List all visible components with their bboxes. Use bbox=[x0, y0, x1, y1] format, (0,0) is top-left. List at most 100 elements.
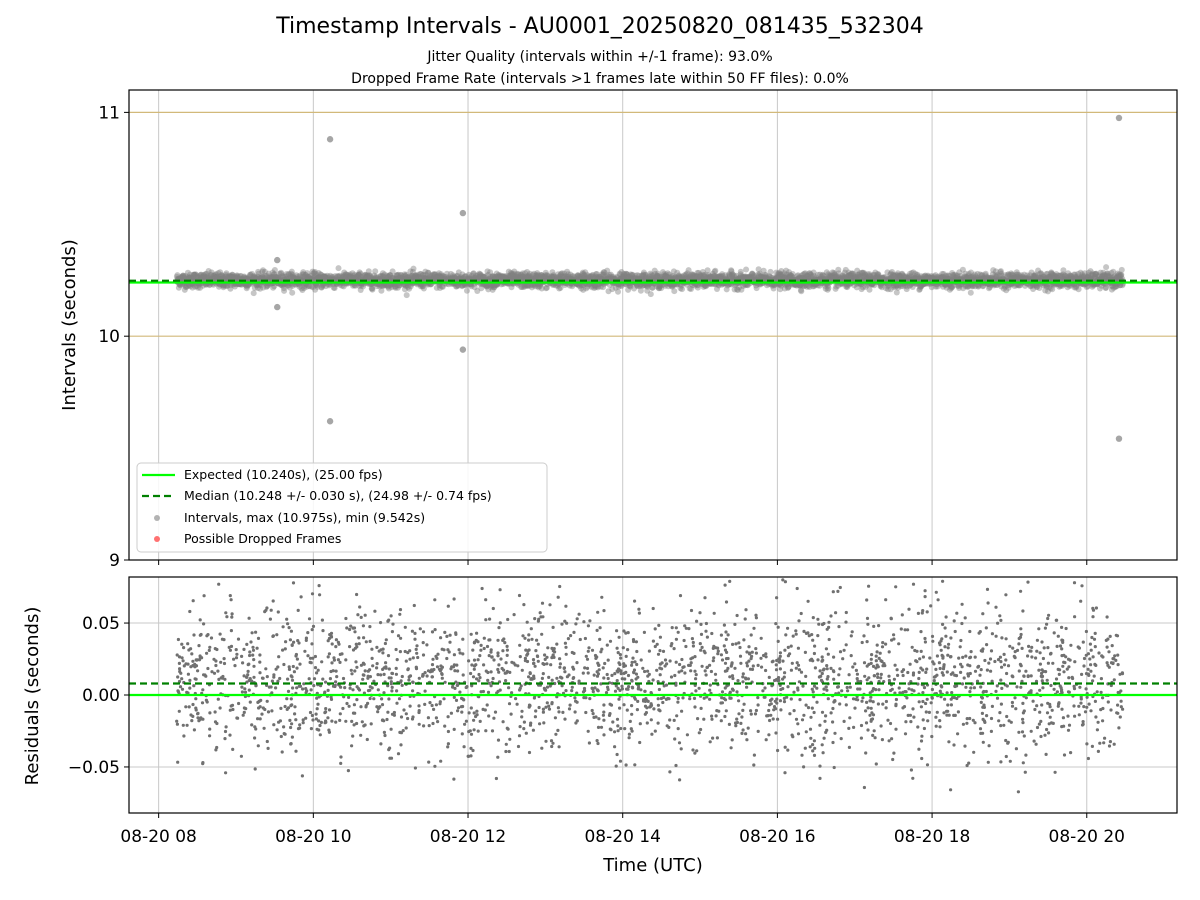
interval-point bbox=[679, 286, 685, 293]
residual-point bbox=[656, 721, 660, 725]
interval-point bbox=[281, 273, 288, 280]
residual-point bbox=[1078, 685, 1082, 689]
interval-point bbox=[1103, 264, 1110, 271]
interval-outlier-point bbox=[459, 346, 467, 353]
interval-point bbox=[181, 274, 188, 281]
residual-point bbox=[1038, 662, 1042, 666]
residual-point bbox=[611, 720, 615, 724]
residual-point bbox=[427, 760, 431, 764]
residual-point bbox=[289, 704, 293, 708]
residual-point bbox=[315, 707, 319, 711]
residual-point bbox=[950, 691, 954, 695]
interval-point bbox=[283, 271, 290, 278]
residual-point bbox=[564, 645, 568, 649]
interval-point bbox=[244, 282, 251, 289]
residual-point bbox=[869, 706, 873, 710]
residual-point bbox=[1020, 730, 1025, 734]
interval-point bbox=[211, 276, 218, 283]
residual-point bbox=[863, 674, 867, 678]
residual-point bbox=[491, 676, 495, 681]
interval-point bbox=[273, 274, 280, 281]
residual-point bbox=[949, 788, 953, 792]
residual-point bbox=[525, 620, 529, 624]
interval-point bbox=[269, 274, 276, 281]
residual-point bbox=[314, 712, 318, 716]
residual-point bbox=[469, 746, 473, 751]
residual-point bbox=[608, 639, 613, 643]
interval-point bbox=[222, 282, 229, 289]
residual-point bbox=[243, 690, 248, 694]
residual-point bbox=[268, 617, 272, 621]
residual-point bbox=[711, 736, 715, 740]
residual-point bbox=[279, 706, 283, 711]
residual-point bbox=[792, 709, 796, 713]
residual-point bbox=[595, 628, 599, 633]
residual-point bbox=[318, 593, 322, 597]
interval-point bbox=[179, 274, 185, 281]
residual-point bbox=[838, 702, 842, 706]
residual-point bbox=[618, 759, 623, 763]
residual-point bbox=[338, 712, 342, 716]
residual-point bbox=[286, 622, 290, 626]
interval-point bbox=[200, 274, 207, 281]
residual-point bbox=[964, 685, 968, 689]
residual-point bbox=[724, 709, 728, 713]
residual-point bbox=[713, 672, 718, 676]
interval-point bbox=[214, 273, 221, 280]
residual-point bbox=[527, 750, 532, 755]
residual-point bbox=[661, 649, 666, 654]
residual-point bbox=[310, 628, 314, 632]
residual-point bbox=[592, 673, 596, 677]
residual-point bbox=[584, 654, 588, 658]
interval-point bbox=[173, 273, 180, 280]
residual-point bbox=[658, 635, 663, 639]
residual-point bbox=[402, 708, 406, 712]
residual-point bbox=[201, 688, 205, 692]
interval-point bbox=[207, 272, 214, 279]
residual-point bbox=[326, 655, 330, 659]
interval-point bbox=[967, 289, 974, 296]
residual-point bbox=[923, 589, 927, 593]
interval-point bbox=[240, 274, 247, 281]
residual-point bbox=[698, 642, 702, 646]
residual-point bbox=[1045, 727, 1049, 732]
residual-point bbox=[1038, 710, 1042, 714]
residual-point bbox=[756, 663, 760, 668]
legend-label-expected: Expected (10.240s), (25.00 fps) bbox=[184, 467, 383, 482]
residual-point bbox=[699, 648, 703, 652]
interval-point bbox=[204, 273, 211, 280]
interval-point bbox=[263, 272, 270, 279]
residual-point bbox=[264, 667, 268, 671]
residual-point bbox=[242, 647, 246, 652]
residual-point bbox=[460, 710, 464, 714]
residual-point bbox=[1010, 700, 1015, 705]
intervals-y-axis-label: Intervals (seconds) bbox=[59, 239, 80, 411]
residual-point bbox=[869, 657, 873, 661]
residual-point bbox=[191, 659, 195, 663]
interval-point bbox=[183, 284, 190, 291]
interval-point bbox=[251, 273, 258, 280]
residual-point bbox=[313, 666, 318, 670]
residual-point bbox=[1047, 613, 1051, 617]
interval-point bbox=[227, 285, 234, 292]
residual-point bbox=[1052, 631, 1056, 635]
interval-point bbox=[289, 289, 296, 296]
residual-point bbox=[372, 697, 376, 701]
residual-point bbox=[994, 634, 998, 638]
residual-point bbox=[741, 680, 745, 684]
interval-point bbox=[279, 273, 286, 279]
residual-point bbox=[556, 595, 560, 599]
interval-point bbox=[259, 268, 266, 275]
interval-point bbox=[233, 273, 240, 280]
interval-point bbox=[206, 282, 213, 289]
residual-point bbox=[1095, 690, 1099, 694]
residual-point bbox=[352, 703, 356, 707]
residual-point bbox=[399, 715, 404, 719]
residual-point bbox=[1034, 656, 1038, 660]
residual-point bbox=[745, 738, 749, 742]
interval-point bbox=[253, 282, 260, 289]
interval-point bbox=[229, 273, 236, 280]
interval-point bbox=[186, 274, 193, 281]
interval-point bbox=[188, 274, 194, 281]
interval-point bbox=[198, 274, 205, 281]
